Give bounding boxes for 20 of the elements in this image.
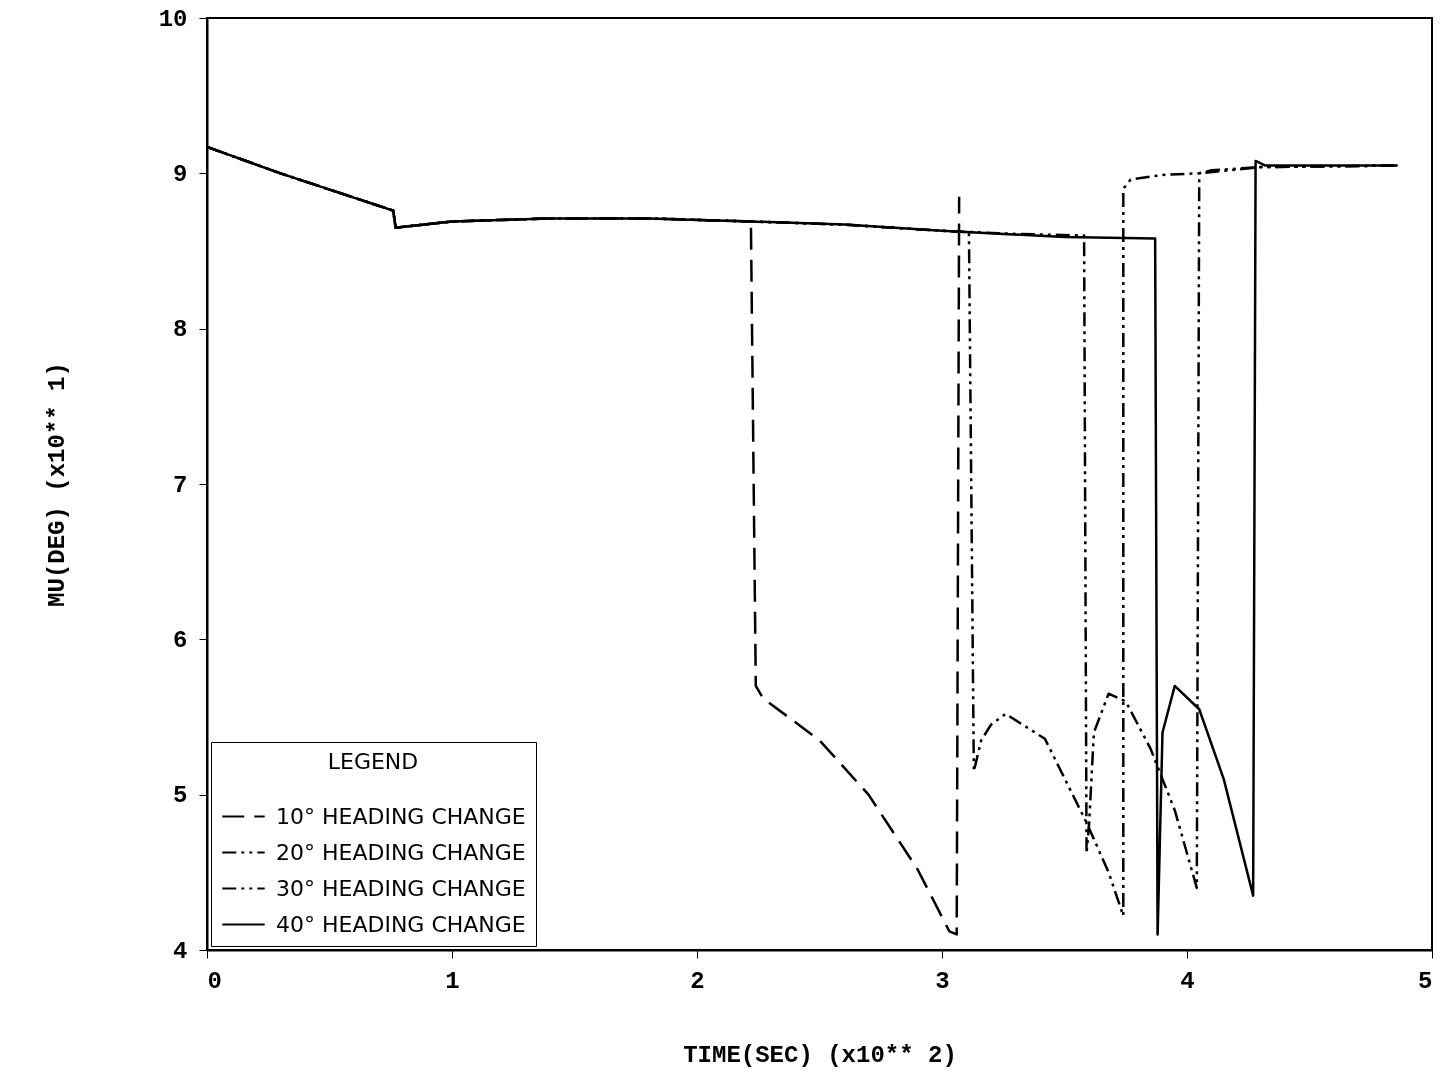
x-tick-label: 3	[935, 967, 950, 995]
x-tick-label: 4	[1180, 967, 1195, 995]
y-tick-label: 4	[173, 937, 188, 965]
legend-label: 10° HEADING CHANGE	[276, 803, 526, 829]
y-tick-label: 8	[173, 316, 188, 344]
y-tick-label: 10	[158, 5, 188, 33]
legend-title: LEGEND	[327, 749, 419, 774]
legend-label: 40° HEADING CHANGE	[276, 911, 526, 937]
y-tick-label: 5	[173, 782, 188, 810]
y-tick-label: 9	[173, 160, 188, 188]
x-tick-label: 2	[690, 967, 705, 995]
x-axis-title: TIME(SEC) (x10** 2)	[683, 1041, 957, 1069]
x-tick-label: 0	[207, 967, 222, 995]
y-axis-title: MU(DEG) (x10** 1)	[43, 362, 71, 607]
legend-label: 30° HEADING CHANGE	[276, 875, 526, 901]
y-tick-label: 6	[173, 626, 188, 654]
x-tick-label: 5	[1418, 967, 1433, 995]
x-tick-label: 1	[445, 967, 460, 995]
legend-label: 20° HEADING CHANGE	[276, 839, 526, 865]
y-tick-label: 7	[173, 471, 188, 499]
